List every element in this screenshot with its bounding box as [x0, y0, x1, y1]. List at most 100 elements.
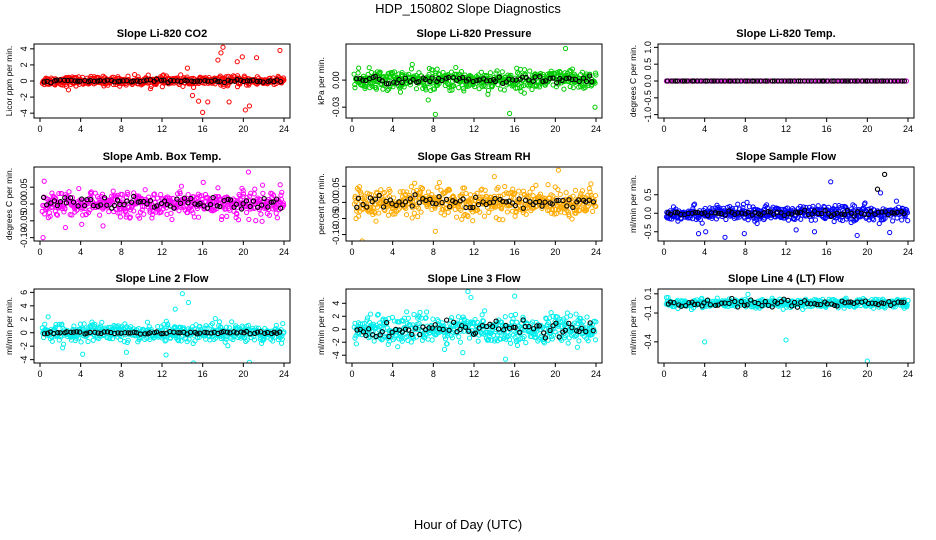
data-point — [828, 179, 834, 185]
data-point — [460, 350, 466, 356]
reference-point — [569, 325, 575, 331]
data-point — [179, 291, 185, 297]
y-tick-label: -2 — [19, 342, 29, 350]
data-point — [390, 211, 396, 217]
reference-point — [109, 205, 115, 211]
reference-point — [781, 212, 787, 219]
reference-point — [443, 317, 450, 323]
data-point — [397, 89, 404, 95]
reference-point — [492, 195, 498, 202]
data-point — [576, 208, 582, 214]
data-point — [259, 182, 266, 188]
data-point — [512, 293, 518, 299]
reference-point — [669, 78, 675, 84]
data-point — [546, 207, 552, 213]
reference-point — [215, 78, 221, 85]
x-tick-label: 0 — [349, 247, 354, 257]
data-point — [810, 203, 816, 209]
data-point — [890, 218, 896, 224]
data-point — [253, 218, 259, 224]
reference-point — [202, 78, 208, 84]
data-point — [418, 209, 424, 215]
data-point — [205, 99, 211, 105]
data-point — [507, 340, 514, 346]
data-point — [558, 337, 565, 343]
reference-point — [456, 75, 463, 82]
reference-point — [749, 78, 755, 84]
reference-point — [667, 211, 674, 217]
reference-point — [416, 200, 422, 206]
reference-point — [432, 322, 438, 328]
reference-point — [63, 200, 70, 206]
data-point — [356, 65, 362, 71]
reference-point — [396, 76, 402, 83]
reference-point — [43, 202, 50, 208]
data-point — [432, 228, 438, 234]
x-tick-label: 0 — [37, 369, 42, 379]
reference-point — [536, 323, 542, 329]
data-point — [477, 209, 483, 215]
data-point — [184, 209, 191, 216]
data-point — [258, 340, 265, 346]
y-tick-label: 0.0 — [643, 207, 653, 220]
data-point — [53, 321, 59, 328]
reference-point — [450, 198, 456, 204]
reference-point — [115, 330, 121, 336]
data-point — [47, 213, 53, 219]
y-tick-label: 0.00 — [331, 194, 341, 212]
reference-point — [233, 201, 239, 207]
data-point — [169, 216, 175, 223]
data-point — [413, 86, 420, 92]
points-group — [39, 169, 287, 241]
data-point — [527, 68, 533, 74]
data-point — [667, 78, 673, 84]
reference-point — [517, 329, 523, 335]
x-tick-label: 24 — [903, 124, 913, 134]
reference-point — [450, 319, 457, 325]
data-point — [240, 191, 247, 197]
reference-point — [542, 335, 549, 341]
data-point — [56, 321, 62, 328]
data-point — [764, 202, 770, 208]
data-point — [189, 207, 195, 213]
data-point — [449, 335, 456, 341]
reference-point — [512, 324, 518, 331]
reference-point — [207, 201, 214, 208]
reference-point — [399, 79, 405, 86]
data-point — [280, 200, 286, 206]
reference-point — [559, 77, 565, 84]
data-point — [446, 187, 453, 193]
x-tick-label: 20 — [862, 124, 872, 134]
data-point — [411, 210, 417, 216]
data-point — [373, 218, 379, 224]
data-point — [862, 200, 868, 206]
y-axis-label: degrees C per min. — [4, 168, 14, 240]
data-point — [125, 337, 131, 343]
reference-point — [101, 78, 108, 84]
data-point — [593, 203, 599, 209]
reference-point — [429, 200, 436, 206]
points-group — [663, 171, 911, 240]
reference-point — [413, 325, 419, 331]
data-point — [172, 306, 178, 312]
data-point — [186, 336, 192, 342]
reference-point — [439, 77, 445, 84]
reference-point — [540, 78, 546, 85]
data-point — [404, 309, 410, 315]
data-point — [455, 314, 462, 320]
reference-point — [188, 78, 195, 84]
reference-point — [161, 77, 167, 83]
reference-point — [212, 77, 218, 83]
data-point — [403, 205, 409, 212]
points-group — [39, 44, 287, 115]
reference-point — [399, 329, 405, 335]
x-tick-label: 4 — [702, 247, 707, 257]
data-point — [184, 65, 191, 71]
data-point — [449, 315, 455, 321]
data-point — [429, 337, 435, 343]
data-point — [703, 229, 709, 235]
reference-point — [566, 75, 572, 81]
panel-title: Slope Line 2 Flow — [116, 273, 209, 285]
reference-point — [191, 78, 197, 85]
